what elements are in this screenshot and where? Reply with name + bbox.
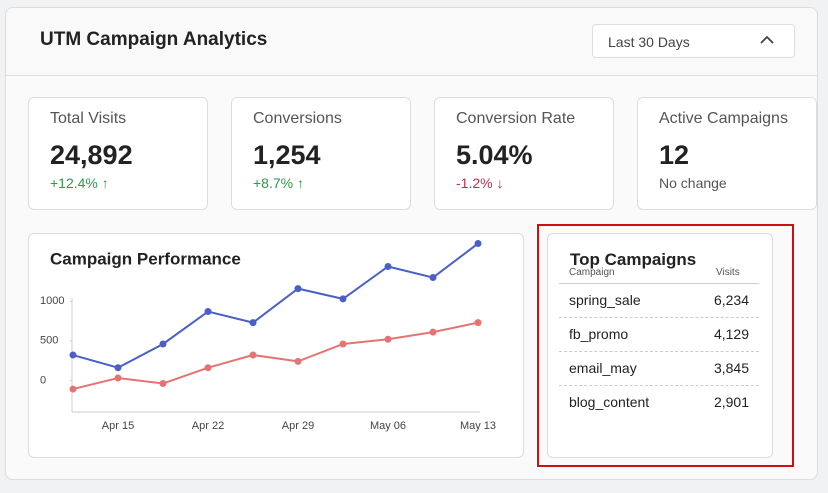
table-card [547,233,773,458]
x-tick-label: May 06 [370,420,406,432]
stat-change: +12.4% ↑ [50,175,109,191]
page-title: UTM Campaign Analytics [40,29,268,50]
campaign-name: spring_sale [569,292,641,308]
data-point [474,240,482,248]
data-point [384,335,392,343]
series-line [72,242,479,369]
campaign-visits: 4,129 [713,326,749,342]
row-divider [559,351,759,352]
column-header: Visits [716,267,740,278]
chart-title: Campaign Performance [50,249,241,268]
highlight-box [537,224,794,467]
stat-label: Total Visits [50,110,127,127]
data-point [159,380,167,388]
y-tick-label: 0 [40,374,46,386]
stat-value: 1,254 [253,140,321,170]
stat-label: Conversions [253,110,342,127]
stat-card [28,97,208,210]
series-line [72,321,479,391]
campaign-name: blog_content [569,394,650,410]
stat-card [637,97,817,210]
data-point [384,262,392,270]
stat-label: Active Campaigns [659,110,788,127]
stat-value: 12 [659,140,690,170]
stat-card [434,97,614,210]
stat-change: No change [659,175,727,191]
x-tick-label: Apr 22 [192,420,224,432]
row-divider [559,385,759,386]
dropdown-label: Last 30 Days [608,34,690,50]
header-divider [559,283,759,284]
stat-change: -1.2% ↓ [456,175,504,191]
data-point [429,274,437,282]
data-point [339,340,347,348]
data-point [294,357,302,365]
data-point [159,340,167,348]
y-tick-label: 500 [40,335,58,347]
campaign-visits: 3,845 [713,360,749,376]
date-dropdown[interactable]: Last 30 Days [592,24,795,58]
table-title: Top Campaigns [570,250,697,269]
x-tick-label: Apr 29 [282,420,314,432]
chevron-icon [760,35,774,44]
campaign-visits: 6,234 [713,292,749,308]
campaign-name: fb_promo [569,326,629,342]
data-point [474,319,482,327]
stat-value: 24,892 [50,140,133,170]
data-point [204,308,212,316]
data-point [294,285,302,293]
data-point [249,351,257,359]
stat-card [231,97,411,210]
y-tick-label: 1000 [40,295,64,307]
data-point [339,295,347,303]
row-divider [559,317,759,318]
data-point [114,364,122,372]
campaign-name: email_may [569,360,637,376]
column-header: Campaign [569,267,615,278]
data-point [69,351,77,359]
campaign-visits: 2,901 [713,394,749,410]
stat-label: Conversion Rate [456,110,576,127]
data-point [69,385,77,393]
data-point [249,319,257,327]
data-point [429,328,437,336]
x-tick-label: May 13 [460,420,496,432]
data-point [204,364,212,372]
x-tick-label: Apr 15 [102,420,134,432]
stat-value: 5.04% [456,140,533,170]
stat-change: +8.7% ↑ [253,175,304,191]
data-point [114,374,122,382]
